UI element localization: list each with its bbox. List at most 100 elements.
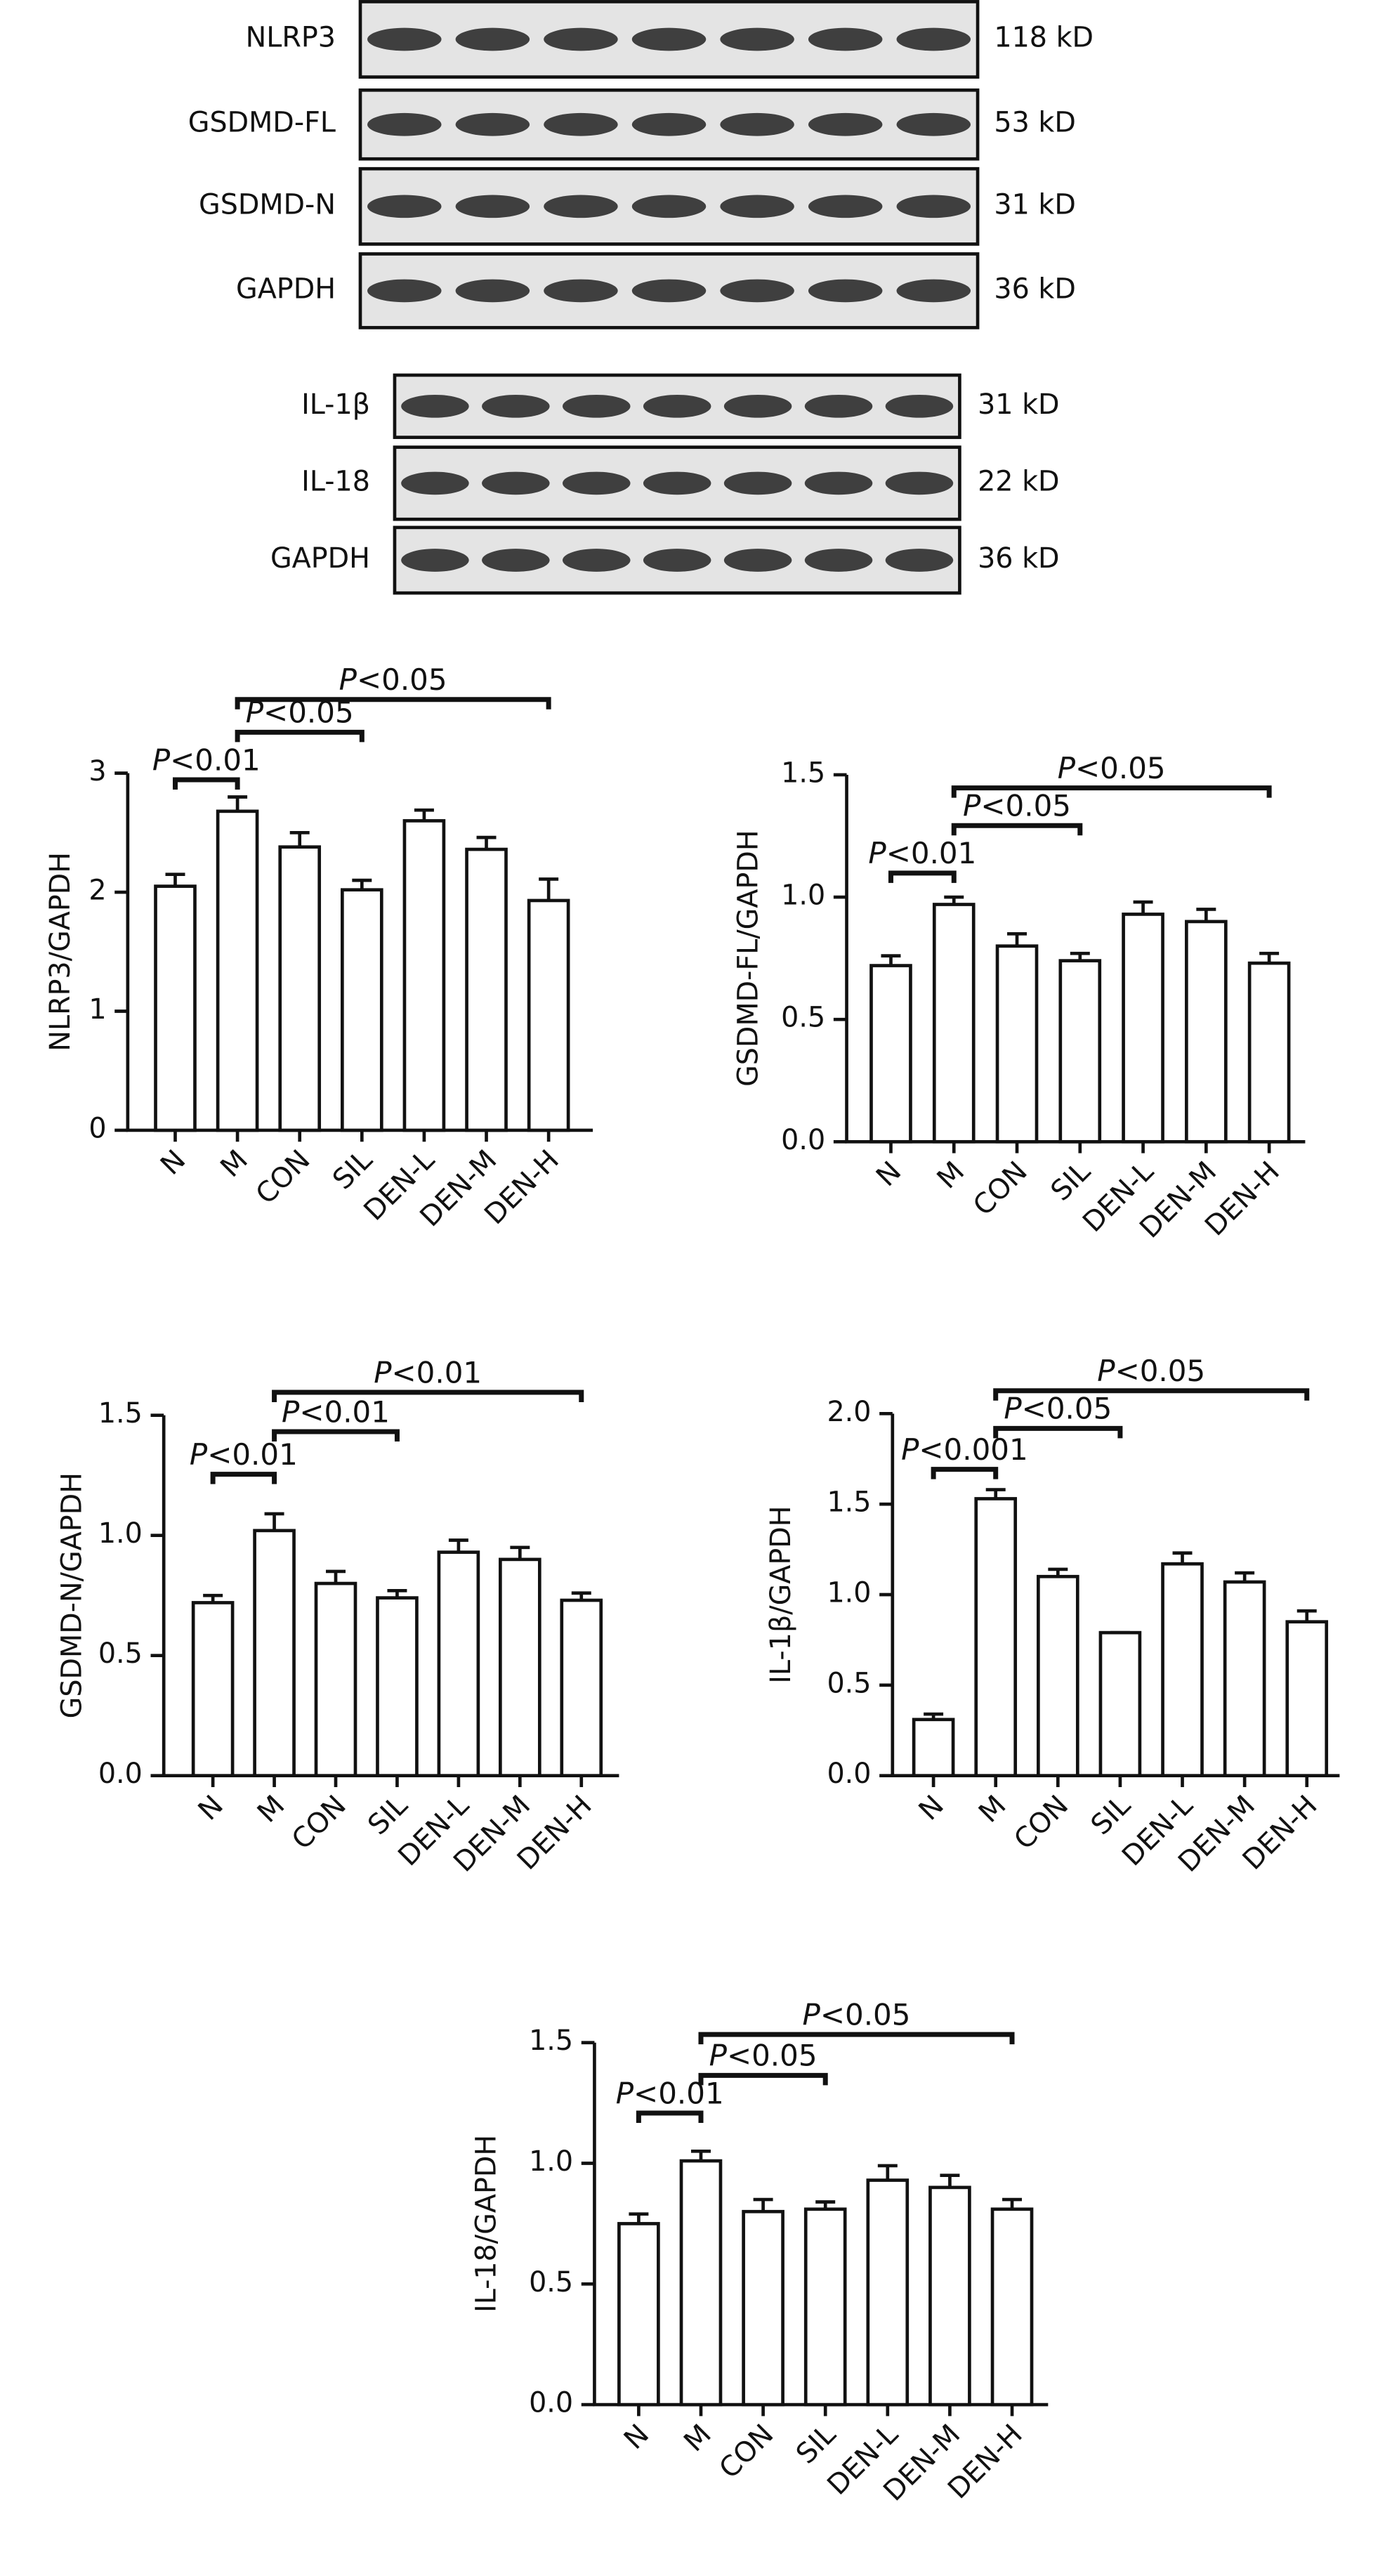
y-tick-label: 3 <box>88 755 106 787</box>
blot-band <box>482 394 550 418</box>
bar <box>932 903 976 1144</box>
blot-band <box>401 549 469 572</box>
blot-size: 118 kD <box>994 21 1094 53</box>
blot-band <box>885 394 954 418</box>
significance-label: P<0.05 <box>709 2038 818 2072</box>
bar <box>1122 913 1164 1144</box>
blot-band <box>804 471 873 495</box>
significance-bracket <box>993 1425 1123 1439</box>
y-tick-label: 1.0 <box>529 2145 573 2178</box>
blot-label: NLRP3 <box>246 21 336 53</box>
significance-bracket <box>235 729 365 743</box>
blot-band <box>367 279 442 303</box>
x-tick-label: M <box>973 1789 1013 1829</box>
blot-band <box>367 195 442 218</box>
significance-label: P<0.01 <box>190 1437 298 1471</box>
blot-band <box>631 279 707 303</box>
y-tick-label: 0.5 <box>529 2266 573 2299</box>
x-tick-label: CON <box>1008 1789 1075 1856</box>
significance-bracket <box>173 777 240 790</box>
bar <box>928 2185 971 2407</box>
blot-band <box>885 471 954 495</box>
x-tick-label: M <box>678 2418 718 2458</box>
blot-band <box>482 471 550 495</box>
blot-band <box>367 27 442 51</box>
x-tick-label: M <box>251 1789 291 1829</box>
blot-size: 53 kD <box>994 107 1075 139</box>
y-tick-label: 0.5 <box>781 1002 825 1034</box>
blot-label: GSDMD-FL <box>188 107 336 139</box>
significance-bracket <box>888 870 957 883</box>
bar <box>1098 1630 1142 1777</box>
y-tick-label: 2 <box>88 875 106 907</box>
blot-band <box>896 195 971 218</box>
blot-size: 22 kD <box>978 465 1059 497</box>
significance-bracket <box>931 1467 999 1479</box>
y-tick-label: 1.0 <box>98 1517 143 1550</box>
blot-band <box>885 549 954 572</box>
significance-bracket <box>210 1472 277 1484</box>
x-tick-label: CON <box>713 2418 780 2485</box>
bar <box>1185 920 1228 1144</box>
blot-band <box>808 112 883 136</box>
bar <box>402 819 446 1132</box>
bar <box>995 944 1039 1144</box>
blot-band <box>631 112 707 136</box>
blot-band <box>804 549 873 572</box>
blot-label: GAPDH <box>270 542 370 575</box>
significance-label: P<0.01 <box>282 1394 390 1429</box>
blot-band <box>720 27 794 51</box>
significance-label: P<0.05 <box>1004 1391 1112 1425</box>
x-tick-label: SIL <box>1085 1789 1137 1841</box>
significance-label: P<0.05 <box>803 1997 911 2032</box>
blot-band <box>631 27 707 51</box>
significance-bracket <box>993 1388 1310 1401</box>
significance-bracket <box>698 2072 828 2086</box>
blot-band <box>720 195 794 218</box>
x-tick-label: SIL <box>362 1789 414 1841</box>
x-tick-label: SIL <box>790 2418 842 2470</box>
x-tick-label: N <box>912 1789 950 1826</box>
x-tick-label: N <box>870 1156 907 1193</box>
y-tick-label: 1.0 <box>827 1577 871 1609</box>
blot-band <box>643 394 711 418</box>
x-tick-label: M <box>931 1156 971 1196</box>
x-tick-label: M <box>214 1144 254 1184</box>
bar <box>216 809 259 1132</box>
x-tick-label: SIL <box>327 1144 379 1196</box>
bar <box>376 1596 419 1777</box>
blot-band <box>723 471 792 495</box>
blot-band <box>896 279 971 303</box>
y-tick-label: 0.0 <box>827 1758 871 1790</box>
y-tick-label: 1 <box>88 993 106 1026</box>
bar <box>912 1718 955 1777</box>
y-tick-label: 1.5 <box>781 757 825 789</box>
y-tick-label: 1.5 <box>529 2025 573 2057</box>
y-tick-label: 0.0 <box>98 1758 143 1790</box>
significance-label: P<0.05 <box>1097 1354 1205 1388</box>
bar <box>869 964 912 1144</box>
bar <box>617 2222 660 2407</box>
blot-band <box>720 112 794 136</box>
y-tick-label: 1.5 <box>827 1486 871 1519</box>
blot-band <box>455 195 530 218</box>
blot-band <box>643 549 711 572</box>
bar <box>679 2159 723 2407</box>
significance-bracket <box>272 1429 400 1441</box>
significance-label: P<0.01 <box>616 2076 724 2110</box>
bar <box>866 2178 910 2407</box>
blot-band <box>544 279 618 303</box>
bar <box>314 1581 357 1777</box>
blot-band <box>723 549 792 572</box>
blot-band <box>631 195 707 218</box>
bar <box>465 847 508 1132</box>
y-tick-label: 2.0 <box>827 1396 871 1428</box>
bar <box>527 898 570 1132</box>
blot-label: GSDMD-N <box>199 188 336 221</box>
significance-bracket <box>951 823 1083 836</box>
y-tick-label: 0 <box>88 1112 106 1144</box>
blot-band <box>808 195 883 218</box>
bar <box>1161 1562 1204 1777</box>
bar <box>1037 1574 1079 1777</box>
